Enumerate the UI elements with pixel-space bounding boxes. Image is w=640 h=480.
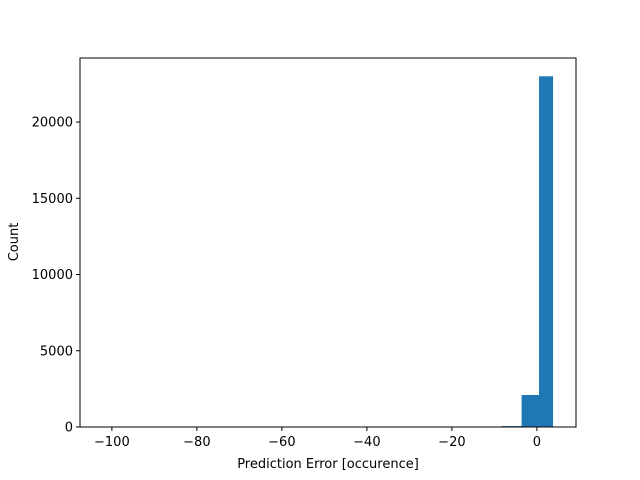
y-tick-label: 15000 [32,192,73,207]
x-tick-label: 0 [533,435,541,450]
y-tick-label: 20000 [32,116,73,131]
y-tick-label: 10000 [32,268,73,283]
x-tick-label: −100 [94,435,130,450]
x-tick-label: −40 [353,435,380,450]
plot-frame [79,57,577,428]
x-tick-label: −80 [183,435,210,450]
y-axis-ticks: 0 5000 10000 15000 20000 [32,116,80,436]
y-tick-label: 0 [65,421,73,436]
x-tick-label: −20 [438,435,465,450]
histogram-bars [461,76,554,428]
histogram-bar-22 [539,76,554,428]
x-tick-label: −60 [268,435,295,450]
y-tick-label: 5000 [40,344,73,359]
x-axis-label: Prediction Error [occurence] [237,457,419,472]
x-axis-ticks: −100 −80 −60 −40 −20 0 [94,427,541,450]
histogram-bar-21 [521,394,540,427]
y-axis-label: Count [7,223,22,262]
